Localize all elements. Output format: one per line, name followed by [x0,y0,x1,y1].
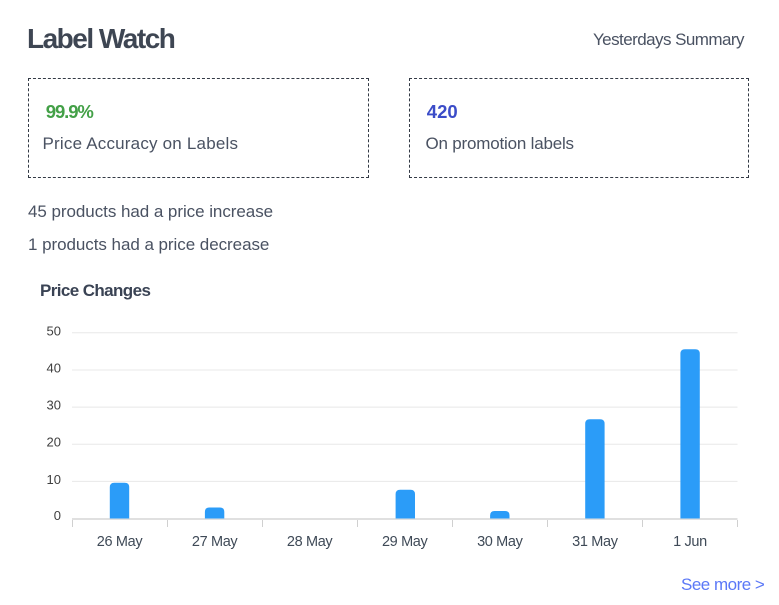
svg-text:26 May: 26 May [97,534,144,550]
svg-text:20: 20 [47,435,61,450]
svg-text:27 May: 27 May [192,534,239,550]
svg-text:1 Jun: 1 Jun [673,534,707,550]
svg-text:0: 0 [54,508,61,523]
svg-text:28 May: 28 May [287,534,334,550]
svg-text:30 May: 30 May [477,534,524,550]
svg-text:31 May: 31 May [572,534,619,550]
svg-text:40: 40 [47,361,61,376]
svg-text:29 May: 29 May [382,534,429,550]
svg-text:10: 10 [47,472,61,487]
svg-text:50: 50 [47,323,61,338]
svg-text:30: 30 [47,398,61,413]
